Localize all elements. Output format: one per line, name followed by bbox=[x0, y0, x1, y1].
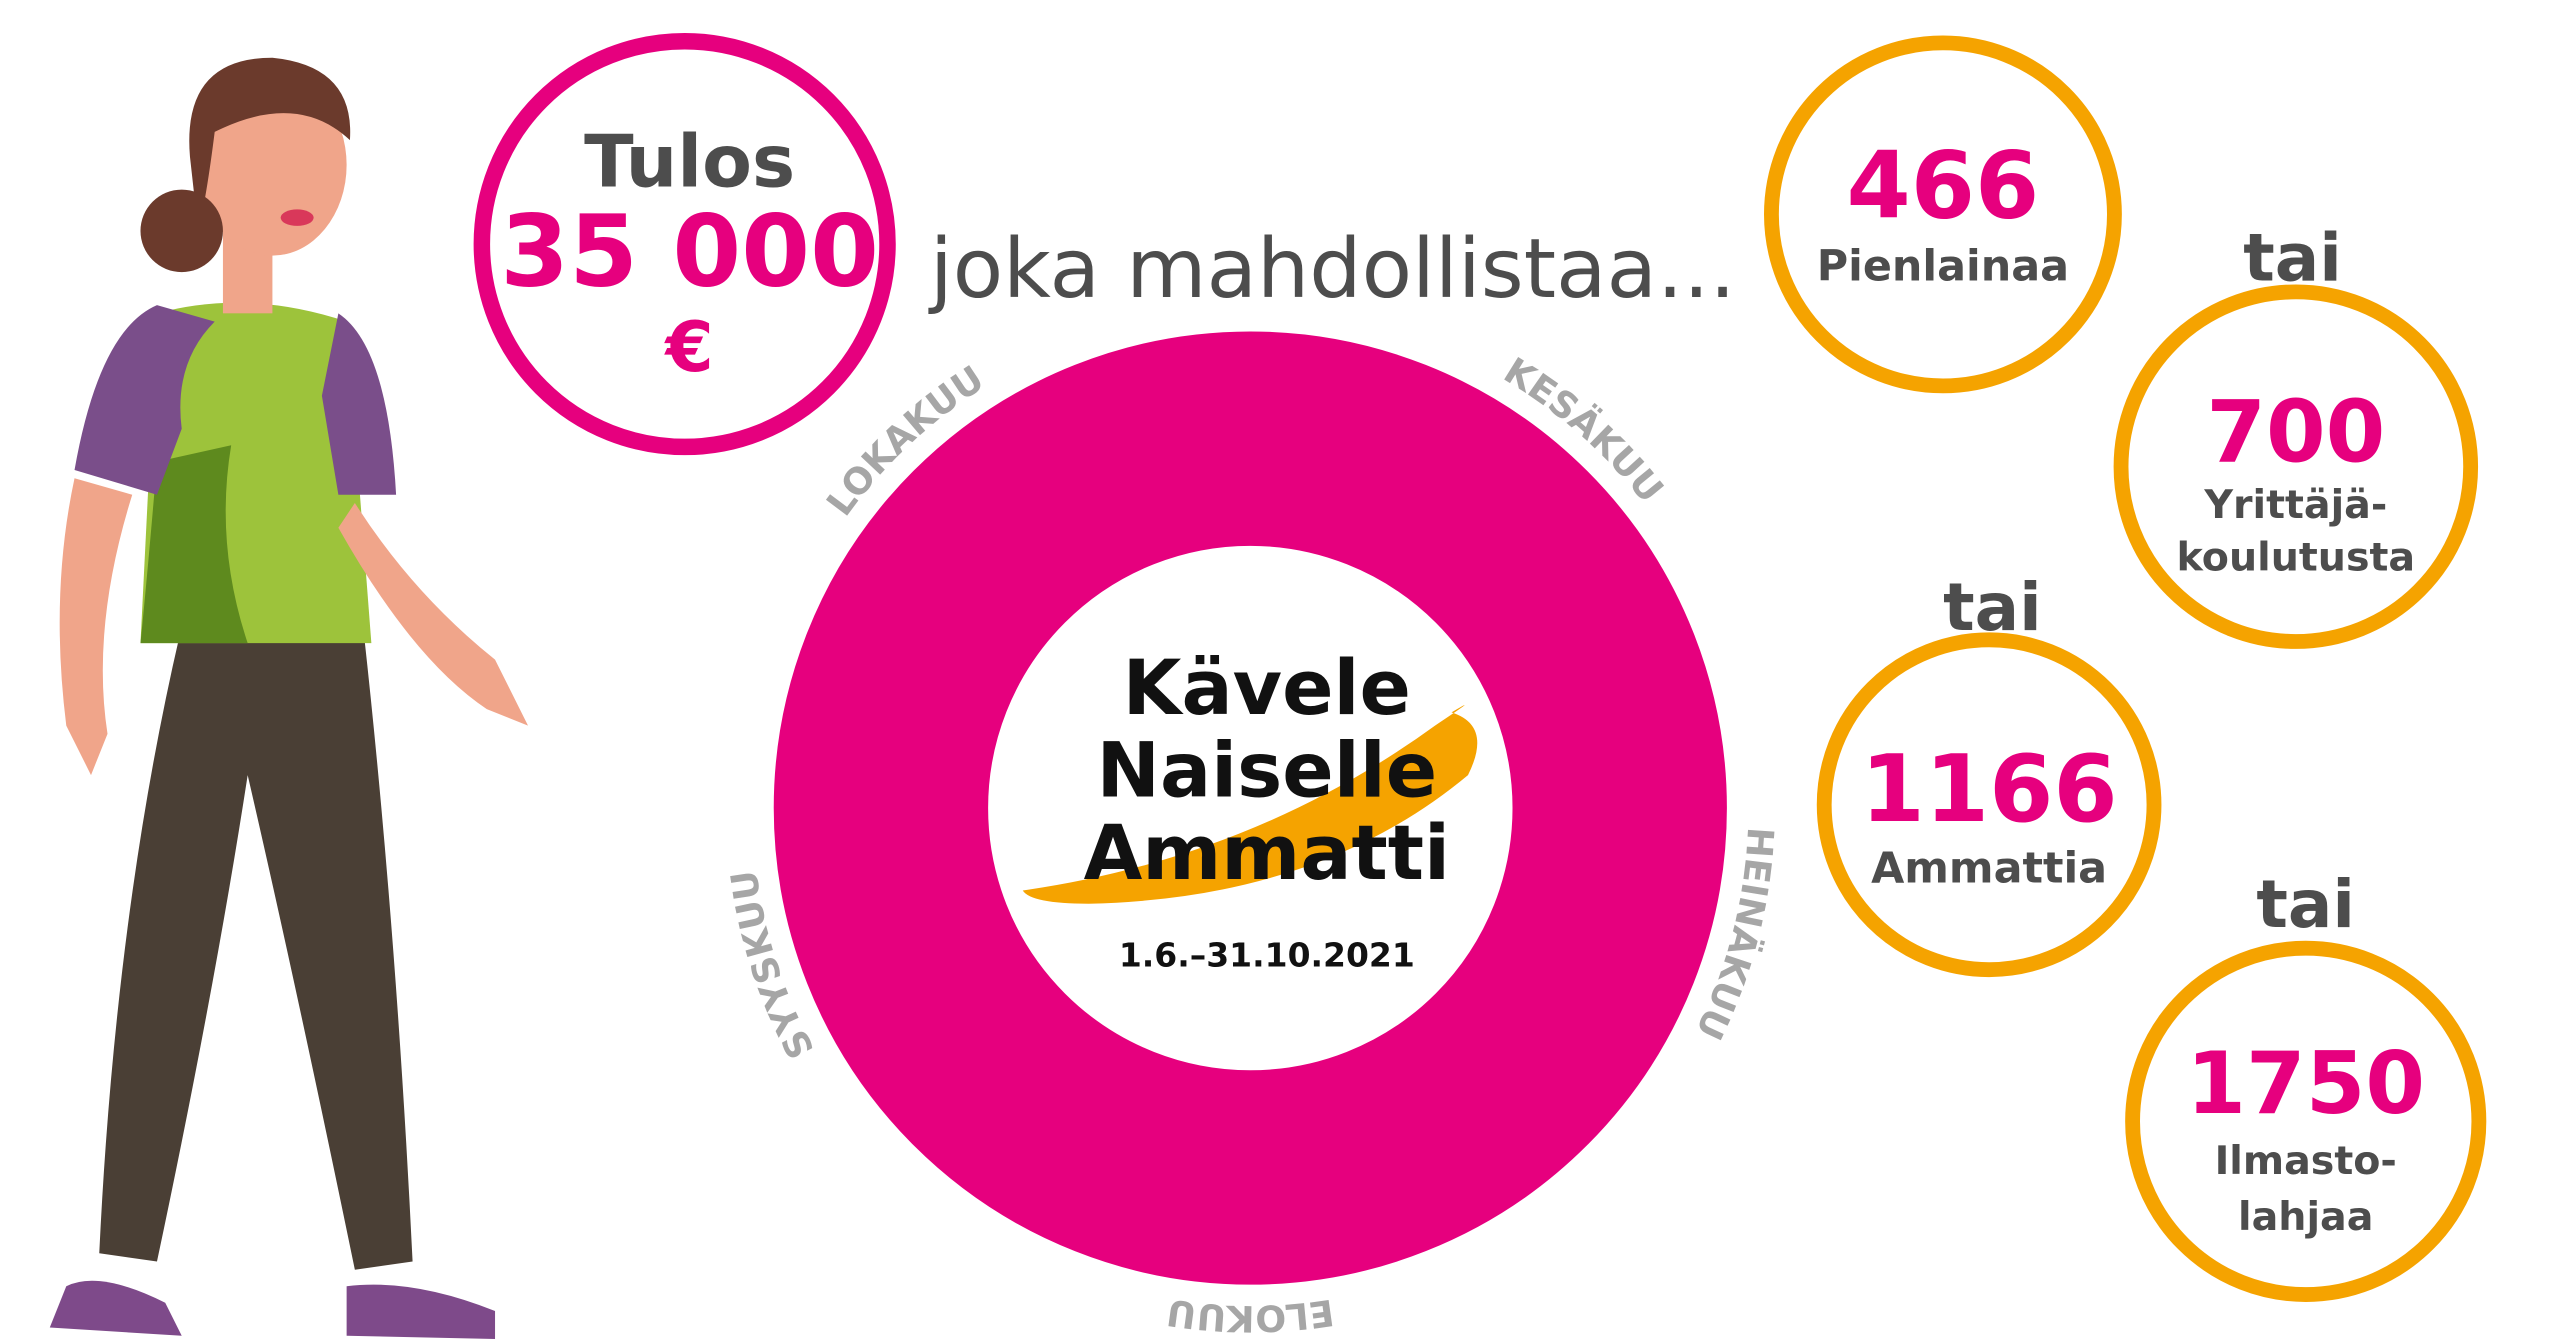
month: ELOKUU bbox=[1164, 1291, 1336, 1341]
option-label: Yrittäjä- bbox=[2203, 482, 2387, 528]
option-circle bbox=[2125, 940, 2487, 1302]
separator: tai bbox=[2243, 219, 2342, 296]
option-number: 1750 bbox=[2186, 1034, 2425, 1134]
separator: tai bbox=[2256, 866, 2355, 943]
option-label: Ilmasto- bbox=[2215, 1138, 2397, 1184]
ring bbox=[773, 331, 1727, 1285]
option-circle bbox=[1816, 632, 2162, 978]
option-label: lahjaa bbox=[2238, 1194, 2373, 1240]
option-circle bbox=[1764, 35, 2122, 394]
logo-line: Naiselle bbox=[1096, 727, 1437, 815]
option-circle bbox=[2113, 284, 2479, 649]
option-number: 700 bbox=[2206, 383, 2385, 483]
logo-dates: 1.6.–31.10.2021 bbox=[1119, 935, 1415, 974]
option-number: 466 bbox=[1847, 132, 2040, 240]
logo: Kävele Naiselle Ammatti 1.6.–31.10.2021 bbox=[1084, 644, 1450, 974]
option-circles bbox=[1764, 35, 2487, 1302]
option-number: 1166 bbox=[1861, 735, 2118, 843]
option-label: koulutusta bbox=[2177, 535, 2416, 581]
result-title: Tulos bbox=[584, 120, 795, 204]
month-label: ELOKUU bbox=[1164, 1291, 1336, 1341]
logo-line: Kävele bbox=[1123, 644, 1411, 732]
woman-illustration bbox=[49, 57, 529, 1340]
result-currency: € bbox=[664, 308, 714, 388]
enables-text: joka mahdollistaa... bbox=[928, 221, 1736, 317]
option-label: Pienlainaa bbox=[1817, 241, 2069, 291]
logo-swoosh bbox=[1022, 704, 1478, 904]
logo-line: Ammatti bbox=[1084, 809, 1450, 897]
option-label: Ammattia bbox=[1871, 843, 2107, 893]
result-circle bbox=[473, 32, 896, 456]
result-amount: 35 000 bbox=[500, 194, 879, 309]
separator: tai bbox=[1943, 569, 2042, 646]
